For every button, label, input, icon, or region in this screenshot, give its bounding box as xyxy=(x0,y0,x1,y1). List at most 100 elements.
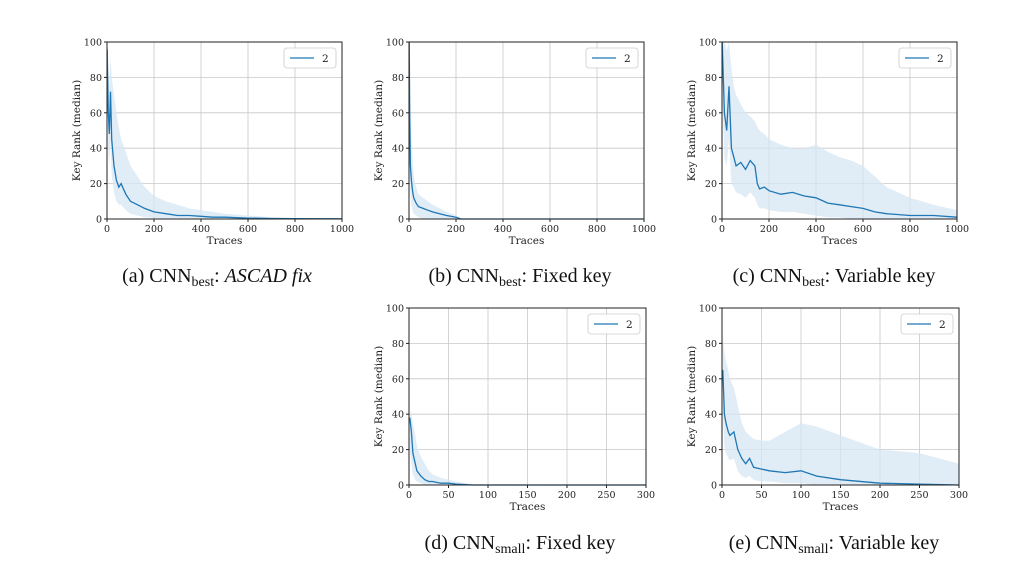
y-tick-label: 20 xyxy=(392,445,404,456)
y-tick-label: 20 xyxy=(90,179,102,190)
x-tick-label: 600 xyxy=(541,224,559,235)
y-tick-label: 40 xyxy=(392,144,404,155)
x-tick-label: 1000 xyxy=(945,224,969,235)
series-line-2 xyxy=(721,41,958,218)
y-axis-label: Key Rank (median) xyxy=(71,80,83,181)
x-tick-label: 200 xyxy=(558,490,576,501)
x-axis-label: Traces xyxy=(207,235,243,247)
x-tick-label: 400 xyxy=(807,224,825,235)
panel-caption: (c) CNNbest: Variable key xyxy=(733,265,936,290)
legend-label: 2 xyxy=(937,53,944,65)
x-tick-label: 200 xyxy=(447,224,465,235)
panel-caption: (b) CNNbest: Fixed key xyxy=(428,265,611,290)
y-tick-label: 80 xyxy=(90,73,102,84)
y-tick-label: 40 xyxy=(392,410,404,421)
y-tick-label: 20 xyxy=(705,445,717,456)
y-tick-label: 0 xyxy=(398,481,404,492)
x-tick-label: 400 xyxy=(192,224,210,235)
y-tick-label: 0 xyxy=(711,215,717,226)
y-tick-label: 80 xyxy=(705,73,717,84)
series-line-2 xyxy=(722,369,960,486)
x-tick-label: 0 xyxy=(719,224,725,235)
y-tick-label: 80 xyxy=(705,339,717,350)
series-line-2 xyxy=(408,41,644,220)
x-tick-label: 0 xyxy=(406,490,412,501)
y-tick-label: 60 xyxy=(705,108,717,119)
legend-label: 2 xyxy=(322,53,329,65)
x-tick-label: 250 xyxy=(597,490,615,501)
legend: 2 xyxy=(898,47,952,69)
x-tick-label: 800 xyxy=(588,224,606,235)
x-tick-label: 300 xyxy=(950,490,968,501)
y-tick-label: 40 xyxy=(90,144,102,155)
x-tick-label: 800 xyxy=(901,224,919,235)
x-tick-label: 0 xyxy=(719,490,725,501)
y-axis-label: Key Rank (median) xyxy=(686,80,698,181)
x-tick-label: 50 xyxy=(755,490,767,501)
panel-c: 0 200 400 600 800 1000 0 20 40 60 80 100 Traces Key R… xyxy=(686,38,969,291)
x-axis-label: Traces xyxy=(510,501,546,513)
legend: 2 xyxy=(585,47,639,69)
x-tick-label: 1000 xyxy=(330,224,354,235)
y-tick-label: 40 xyxy=(705,410,717,421)
x-tick-label: 200 xyxy=(871,490,889,501)
y-axis-label: Key Rank (median) xyxy=(373,346,385,447)
x-tick-label: 0 xyxy=(104,224,110,235)
legend: 2 xyxy=(587,313,641,335)
legend-label: 2 xyxy=(939,319,946,331)
x-tick-label: 150 xyxy=(831,490,849,501)
y-tick-label: 60 xyxy=(392,374,404,385)
y-tick-label: 60 xyxy=(392,108,404,119)
panel-e: 0 50 100 150 200 250 300 0 20 40 60 80 100 Traces Key … xyxy=(686,304,968,558)
series-line-2 xyxy=(106,49,343,220)
y-tick-label: 40 xyxy=(705,144,717,155)
panel-d: 0 50 100 150 200 250 300 0 20 40 60 80 100 Traces Key … xyxy=(373,304,655,558)
x-tick-label: 150 xyxy=(518,490,536,501)
x-tick-label: 100 xyxy=(479,490,497,501)
x-tick-label: 300 xyxy=(637,490,655,501)
y-axis-label: Key Rank (median) xyxy=(686,346,698,447)
legend: 2 xyxy=(283,47,337,69)
x-axis-label: Traces xyxy=(822,235,858,247)
y-tick-label: 100 xyxy=(386,38,404,49)
x-tick-label: 400 xyxy=(494,224,512,235)
y-tick-label: 60 xyxy=(705,374,717,385)
plot-frame xyxy=(106,41,343,220)
x-tick-label: 800 xyxy=(286,224,304,235)
x-tick-label: 250 xyxy=(910,490,928,501)
y-tick-label: 60 xyxy=(90,108,102,119)
y-tick-label: 20 xyxy=(705,179,717,190)
y-tick-label: 20 xyxy=(392,179,404,190)
x-tick-label: 1000 xyxy=(632,224,656,235)
panel-caption: (d) CNNsmall: Fixed key xyxy=(425,532,616,557)
series-band-2 xyxy=(409,410,646,485)
y-tick-label: 0 xyxy=(96,215,102,226)
x-tick-label: 600 xyxy=(239,224,257,235)
y-tick-label: 100 xyxy=(386,304,404,315)
legend-label: 2 xyxy=(626,319,633,331)
plot-frame xyxy=(721,41,958,220)
y-tick-label: 100 xyxy=(84,38,102,49)
y-tick-label: 80 xyxy=(392,339,404,350)
x-tick-label: 0 xyxy=(406,224,412,235)
series-band-2 xyxy=(722,334,959,485)
y-tick-label: 80 xyxy=(392,73,404,84)
legend-label: 2 xyxy=(624,53,631,65)
series-band-2 xyxy=(107,42,342,219)
series-band-2 xyxy=(722,42,957,219)
panel-a: 0 200 400 600 800 1000 0 20 40 60 80 100 Traces Key R… xyxy=(71,38,354,291)
y-axis-label: Key Rank (median) xyxy=(373,80,385,181)
legend: 2 xyxy=(900,313,954,335)
series-line-2 xyxy=(409,417,646,486)
y-tick-label: 0 xyxy=(398,215,404,226)
x-tick-label: 200 xyxy=(145,224,163,235)
series-band-2 xyxy=(409,42,644,219)
x-tick-label: 200 xyxy=(760,224,778,235)
panel-caption: (a) CNNbest: ASCAD fix xyxy=(122,265,312,290)
y-tick-label: 100 xyxy=(699,38,717,49)
x-tick-label: 50 xyxy=(442,490,454,501)
x-tick-label: 100 xyxy=(792,490,810,501)
x-tick-label: 600 xyxy=(854,224,872,235)
panel-caption: (e) CNNsmall: Variable key xyxy=(729,532,939,557)
